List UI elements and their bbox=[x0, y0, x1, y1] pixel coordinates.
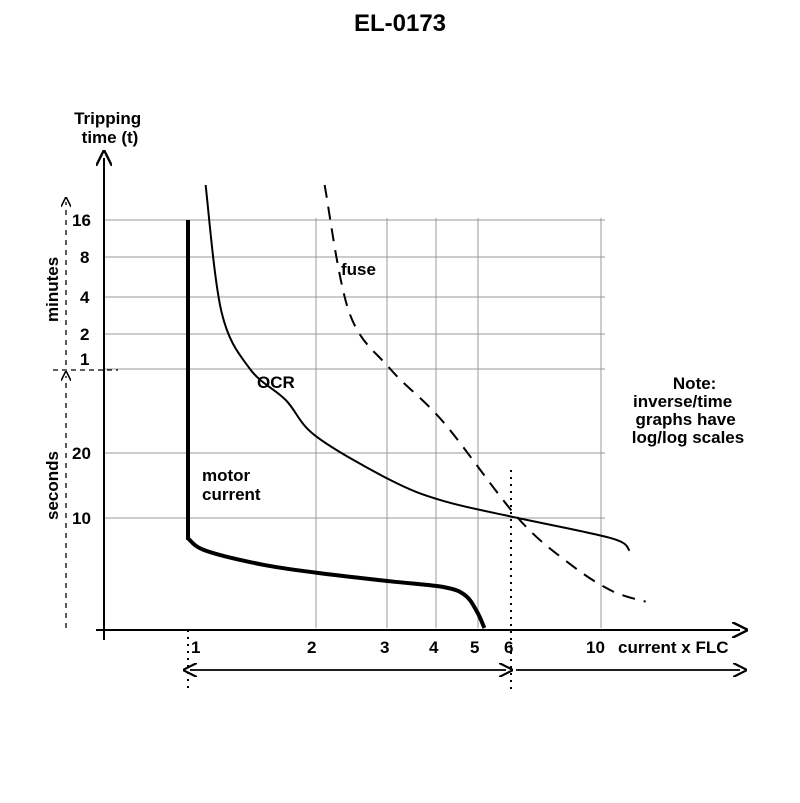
x-tick-2: 2 bbox=[307, 638, 316, 657]
x-tick-1: 1 bbox=[191, 638, 200, 657]
x-tick-10: 10 bbox=[586, 638, 605, 657]
note-annotation: Note: inverse/time graphs have log/log s… bbox=[632, 374, 744, 447]
series-label-ocr: OCR bbox=[257, 373, 295, 392]
y-tick-10: 10 bbox=[72, 509, 91, 528]
x-tick-3: 3 bbox=[380, 638, 389, 657]
grid bbox=[104, 218, 605, 628]
series-label-motor-current: motor current bbox=[202, 466, 261, 504]
axes bbox=[96, 158, 740, 640]
y-tick-8: 8 bbox=[80, 248, 89, 267]
chart-title: EL-0173 bbox=[353, 10, 447, 37]
x-tick-6: 6 bbox=[504, 638, 513, 657]
x-tick-4: 4 bbox=[429, 638, 439, 657]
y-unit-minutes: minutes bbox=[43, 257, 62, 322]
y-tick-1: 1 bbox=[80, 350, 89, 369]
x-tick-5: 5 bbox=[470, 638, 479, 657]
y-tick-20: 20 bbox=[72, 444, 91, 463]
series-label-fuse: fuse bbox=[341, 260, 376, 279]
y-unit-seconds: seconds bbox=[43, 451, 62, 520]
y-tick-2: 2 bbox=[80, 325, 89, 344]
series-motor-current-line bbox=[186, 220, 487, 629]
series-fuse-line bbox=[323, 184, 646, 603]
y-tick-4: 4 bbox=[80, 288, 90, 307]
x-axis-title: current x FLC bbox=[618, 638, 729, 657]
series-ocr-line bbox=[204, 184, 631, 552]
y-axis-title: Tripping time (t) bbox=[74, 109, 146, 147]
y-tick-16: 16 bbox=[72, 211, 91, 230]
